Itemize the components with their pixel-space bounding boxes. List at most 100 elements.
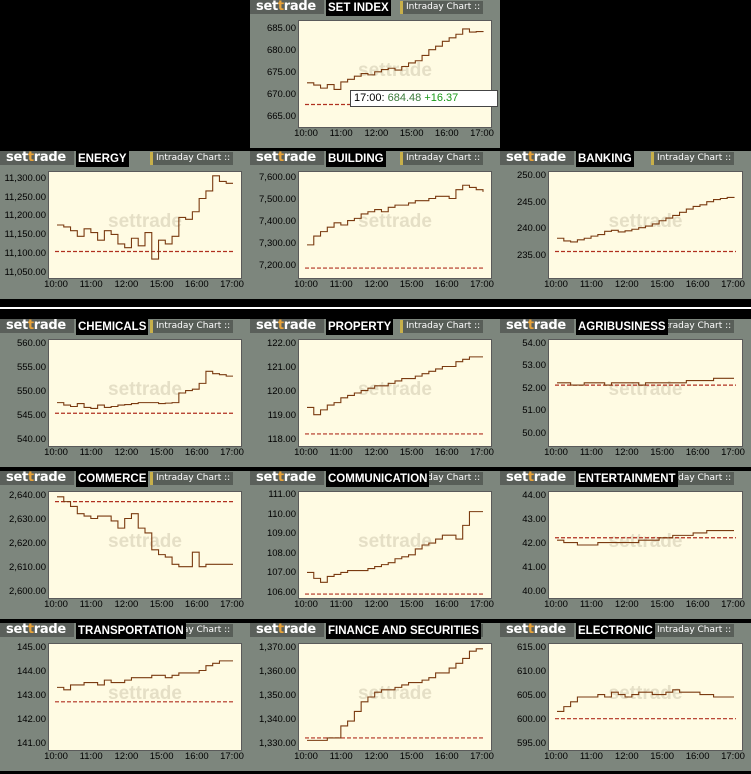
- logo-text: set: [6, 622, 28, 637]
- settrade-logo: settrade: [6, 318, 66, 333]
- logo-text: set: [6, 318, 28, 333]
- y-tick-label: 615.00: [516, 641, 546, 653]
- chart-title: PROPERTY: [326, 319, 394, 335]
- logo-text: rade: [283, 622, 316, 637]
- watermark-logo: settrade: [608, 379, 683, 400]
- chart-panel-set-index: settrade Intraday Chart :: SET INDEX settra…: [250, 0, 500, 148]
- x-tick-label: 16:00: [184, 279, 209, 290]
- tooltip: 17:00: 684.48 +16.37: [350, 90, 498, 107]
- logo-text: rade: [33, 622, 66, 637]
- x-tick-label: 10:00: [294, 128, 318, 139]
- intraday-chart-button[interactable]: Intraday Chart ::: [400, 1, 484, 14]
- logo-text: set: [506, 622, 528, 637]
- x-tick-label: 17:00: [220, 599, 244, 610]
- logo-text: t: [527, 622, 534, 637]
- x-tick-label: 15:00: [149, 599, 174, 610]
- logo-bar: [500, 151, 574, 165]
- logo-bar: [0, 319, 74, 333]
- logo-bar: [0, 623, 74, 637]
- intraday-chart-button[interactable]: Intraday Chart ::: [651, 624, 735, 637]
- plot-area[interactable]: settrade: [548, 491, 743, 599]
- plot-area[interactable]: settrade: [298, 491, 492, 599]
- logo-text: t: [277, 150, 284, 165]
- y-tick-label: 2,610.00: [9, 562, 46, 574]
- plot-area[interactable]: settrade: [48, 339, 242, 447]
- y-tick-label: 141.00: [16, 738, 46, 750]
- logo-bar: [250, 471, 324, 485]
- y-tick-label: 7,200.00: [259, 259, 296, 271]
- logo-text: t: [527, 318, 534, 333]
- logo-text: set: [6, 470, 28, 485]
- chart-title: BANKING: [576, 151, 634, 167]
- x-tick-label: 17:00: [470, 279, 494, 290]
- x-tick-label: 10:00: [44, 751, 68, 762]
- intraday-chart-button[interactable]: Intraday Chart ::: [400, 320, 484, 333]
- plot-area[interactable]: settrade: [48, 643, 242, 751]
- y-tick-label: 235.00: [516, 249, 546, 261]
- plot-area[interactable]: settrade: [548, 339, 743, 447]
- chart-svg: [305, 184, 485, 269]
- logo-bar: [0, 151, 74, 165]
- logo-text: t: [27, 470, 34, 485]
- x-tick-label: 17:00: [721, 279, 745, 290]
- y-tick-label: 240.00: [516, 223, 546, 235]
- settrade-logo: settrade: [256, 470, 316, 485]
- y-tick-label: 685.00: [266, 22, 296, 34]
- plot-area[interactable]: settrade: [298, 20, 492, 128]
- y-tick-label: 11,150.00: [4, 229, 46, 241]
- chart-svg: [305, 648, 485, 741]
- watermark-logo: settrade: [358, 379, 432, 400]
- logo-bar: [250, 319, 324, 333]
- logo-text: set: [506, 318, 528, 333]
- plot-area[interactable]: settrade: [548, 171, 743, 279]
- watermark-logo: settrade: [108, 211, 182, 232]
- intraday-chart-button[interactable]: Intraday Chart ::: [150, 152, 234, 165]
- x-tick-label: 11:00: [79, 279, 103, 290]
- chart-title: ENTERTAINMENT: [576, 471, 678, 487]
- x-tick-label: 10:00: [294, 599, 318, 610]
- plot-area[interactable]: settrade: [548, 643, 743, 751]
- price-line: [57, 175, 233, 260]
- logo-text: t: [27, 622, 34, 637]
- logo-bar: [250, 623, 324, 637]
- price-line: [557, 196, 735, 243]
- y-tick-label: 2,630.00: [9, 513, 46, 525]
- intraday-chart-button[interactable]: Intraday Chart ::: [400, 152, 484, 165]
- chart-title: AGRIBUSINESS: [576, 319, 668, 335]
- x-tick-label: 12:00: [364, 599, 389, 610]
- tooltip-time: 17:00:: [354, 92, 388, 104]
- y-tick-label: 110.00: [267, 508, 296, 520]
- logo-text: t: [277, 0, 284, 14]
- plot-area[interactable]: settrade: [298, 171, 492, 279]
- settrade-logo: settrade: [6, 470, 66, 485]
- logo-text: set: [506, 470, 528, 485]
- x-tick-label: 12:00: [364, 447, 389, 458]
- settrade-logo: settrade: [506, 622, 566, 637]
- x-tick-label: 12:00: [614, 751, 639, 762]
- y-tick-label: 1,340.00: [259, 714, 296, 726]
- intraday-chart-button[interactable]: Intraday Chart ::: [150, 320, 234, 333]
- y-tick-label: 118.00: [267, 434, 296, 446]
- price-line: [557, 377, 734, 386]
- y-tick-label: 2,620.00: [9, 538, 46, 549]
- intraday-chart-button[interactable]: Intraday Chart ::: [150, 472, 234, 485]
- y-tick-label: 122.00: [266, 337, 296, 349]
- x-tick-label: 11:00: [79, 447, 103, 458]
- plot-area[interactable]: settrade: [298, 643, 492, 751]
- x-tick-label: 16:00: [685, 751, 710, 762]
- price-line: [307, 648, 483, 741]
- plot-area[interactable]: settrade: [298, 339, 492, 447]
- plot-area[interactable]: settrade: [48, 491, 242, 599]
- chart-title: ENERGY: [76, 151, 129, 167]
- y-tick-label: 11,050.00: [4, 267, 46, 279]
- logo-bar: [0, 471, 74, 485]
- plot-area[interactable]: settrade: [48, 171, 242, 279]
- intraday-chart-button[interactable]: Intraday Chart ::: [651, 152, 735, 165]
- settrade-logo: settrade: [6, 622, 66, 637]
- logo-text: set: [256, 150, 278, 165]
- y-tick-label: 42.00: [522, 538, 546, 549]
- x-tick-label: 15:00: [650, 751, 675, 762]
- y-tick-label: 7,400.00: [259, 215, 296, 227]
- price-line: [57, 496, 233, 568]
- x-tick-label: 17:00: [220, 751, 244, 762]
